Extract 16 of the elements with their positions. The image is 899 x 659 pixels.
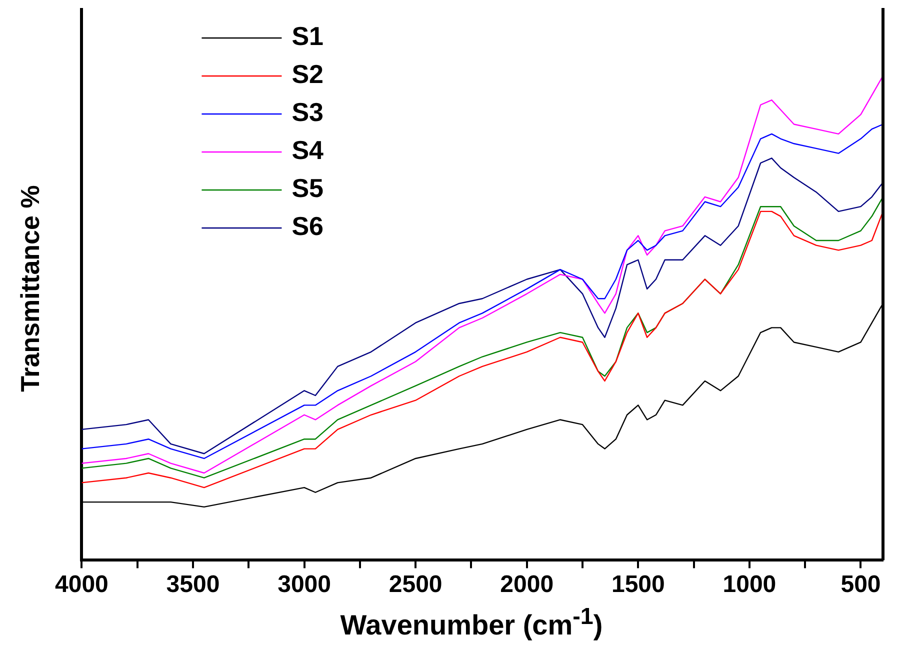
x-tick-label: 2000: [500, 571, 554, 598]
x-tick-label: 2500: [388, 571, 442, 598]
x-tick-label: 3500: [166, 571, 220, 598]
x-axis-title: Wavenumber (cm$^{-1}$): [339, 603, 604, 642]
legend-label: S3: [292, 97, 324, 128]
x-tick-label: 4000: [55, 571, 108, 598]
y-axis-title: Transmittance %: [14, 184, 46, 392]
legend-label: S1: [292, 21, 324, 52]
x-tick-label: 500: [840, 571, 881, 598]
legend-label: S5: [292, 173, 324, 204]
x-tick-label: 3000: [278, 571, 331, 598]
legend-label: S4: [292, 135, 324, 166]
x-tick-label: 1000: [722, 571, 776, 598]
x-tick-label: 1500: [611, 571, 665, 598]
legend-label: S6: [292, 211, 324, 242]
legend-label: S2: [292, 59, 324, 90]
